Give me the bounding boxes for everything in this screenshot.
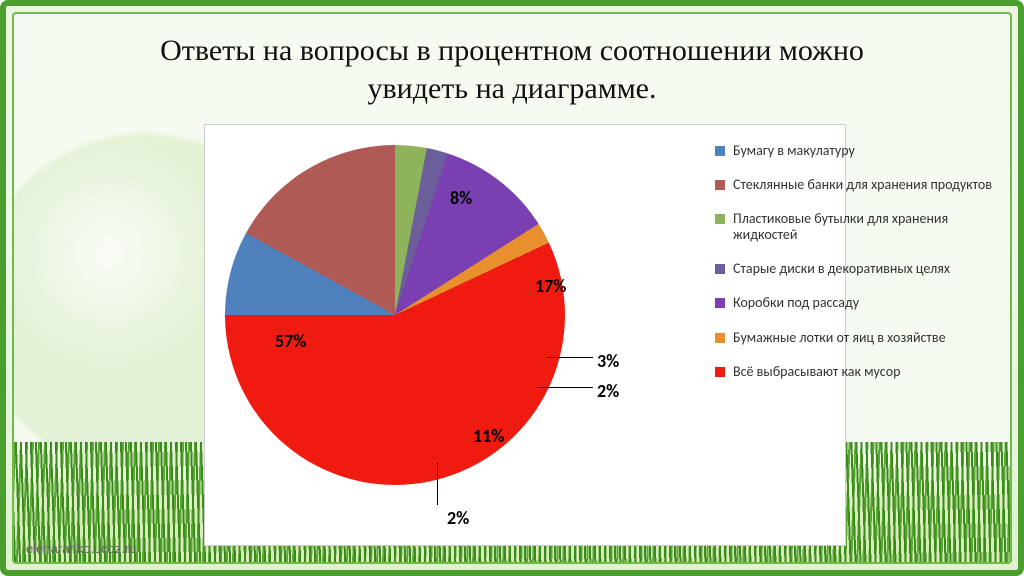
leader-line <box>437 463 438 505</box>
legend-label: Бумажные лотки от яиц в хозяйстве <box>733 330 946 346</box>
leader-line <box>547 357 593 358</box>
title-line2: увидеть на диаграмме. <box>368 72 657 105</box>
legend-swatch <box>715 214 725 224</box>
pie-wrap: 8%17%3%2%11%2%57% <box>225 145 565 485</box>
legend-item: Бумажные лотки от яиц в хозяйстве <box>715 330 995 346</box>
slice-label: 17% <box>535 275 566 297</box>
slice-label: 2% <box>597 380 619 402</box>
legend-item: Всё выбрасывают как мусор <box>715 364 995 380</box>
legend-swatch <box>715 264 725 274</box>
legend-label: Старые диски в декоративных целях <box>733 261 950 277</box>
legend-item: Коробки под рассаду <box>715 295 995 311</box>
legend-swatch <box>715 298 725 308</box>
slice-label: 57% <box>275 330 306 352</box>
legend-swatch <box>715 180 725 190</box>
legend-item: Бумагу в макулатуру <box>715 143 995 159</box>
legend-label: Коробки под рассаду <box>733 295 859 311</box>
legend-item: Старые диски в декоративных целях <box>715 261 995 277</box>
legend-swatch <box>715 333 725 343</box>
page-title: Ответы на вопросы в процентном соотношен… <box>14 32 1010 107</box>
chart-container: 8%17%3%2%11%2%57% Бумагу в макулатуруСте… <box>204 124 846 546</box>
inner-frame: Ответы на вопросы в процентном соотношен… <box>12 12 1012 564</box>
legend-label: Всё выбрасывают как мусор <box>733 364 900 380</box>
title-line1: Ответы на вопросы в процентном соотношен… <box>160 34 864 67</box>
legend-swatch <box>715 367 725 377</box>
slice-label: 3% <box>597 350 619 372</box>
legend-swatch <box>715 146 725 156</box>
legend-label: Стеклянные банки для хранения продуктов <box>733 177 992 193</box>
pie-chart <box>225 145 565 485</box>
legend-label: Пластиковые бутылки для хранения жидкост… <box>733 211 995 243</box>
legend-item: Пластиковые бутылки для хранения жидкост… <box>715 211 995 243</box>
legend-label: Бумагу в макулатуру <box>733 143 855 159</box>
legend-item: Стеклянные банки для хранения продуктов <box>715 177 995 193</box>
slice-label: 11% <box>473 425 504 447</box>
credit-text: elenaranko.ucoz.ru <box>26 541 137 556</box>
slice-label: 8% <box>450 187 472 209</box>
outer-frame: Ответы на вопросы в процентном соотношен… <box>0 0 1024 576</box>
legend: Бумагу в макулатуру Стеклянные банки для … <box>715 143 995 398</box>
leader-line <box>537 387 593 388</box>
slice-label: 2% <box>447 507 469 529</box>
